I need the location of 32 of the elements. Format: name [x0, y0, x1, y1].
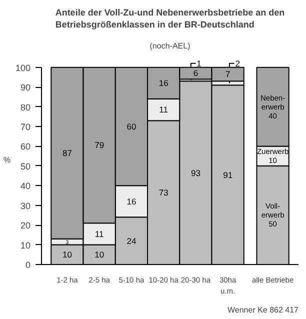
text: Wenner Ke 862 417	[227, 306, 300, 314]
y-tick-label: 50	[20, 161, 31, 172]
data-label: 7	[225, 69, 230, 80]
data-label: 73	[158, 188, 169, 198]
data-label: 1	[196, 58, 202, 68]
y-tick-label: 100	[15, 62, 31, 73]
data-label: 10	[62, 250, 72, 260]
chart-title: Anteile der Voll-Zu-und Nebenerwerbsbetriebe an den Betriebsgrößenklassen in der BR-Deutschland	[55, 8, 285, 30]
data-label: 6	[193, 68, 198, 78]
data-label: 11	[94, 228, 104, 239]
data-label: 16	[158, 78, 169, 88]
y-tick-label: 20	[20, 220, 31, 231]
data-label: 60	[126, 121, 136, 132]
data-label: 10	[94, 250, 104, 260]
data-label: 93	[190, 168, 201, 178]
y-tick-label: 10	[20, 240, 31, 250]
y-tick-label: 30	[20, 200, 31, 211]
data-label: 16	[126, 196, 136, 206]
data-label: 2	[235, 58, 240, 68]
data-label: 87	[62, 148, 72, 158]
data-label: 91	[223, 170, 233, 180]
y-tick-label: 80	[20, 102, 31, 112]
y-axis-title: %	[3, 156, 10, 164]
data-label: 79	[94, 140, 104, 150]
data-label: 24	[126, 236, 136, 246]
y-tick-label: 90	[20, 82, 31, 93]
y-tick-label: 40	[20, 181, 31, 192]
data-label: 11	[159, 104, 168, 115]
chart-subtitle: (noch-AEL)	[150, 42, 191, 50]
y-tick-label: 70	[20, 122, 31, 132]
y-tick-label: 60	[20, 142, 31, 152]
y-tick-label: 0	[25, 260, 31, 270]
